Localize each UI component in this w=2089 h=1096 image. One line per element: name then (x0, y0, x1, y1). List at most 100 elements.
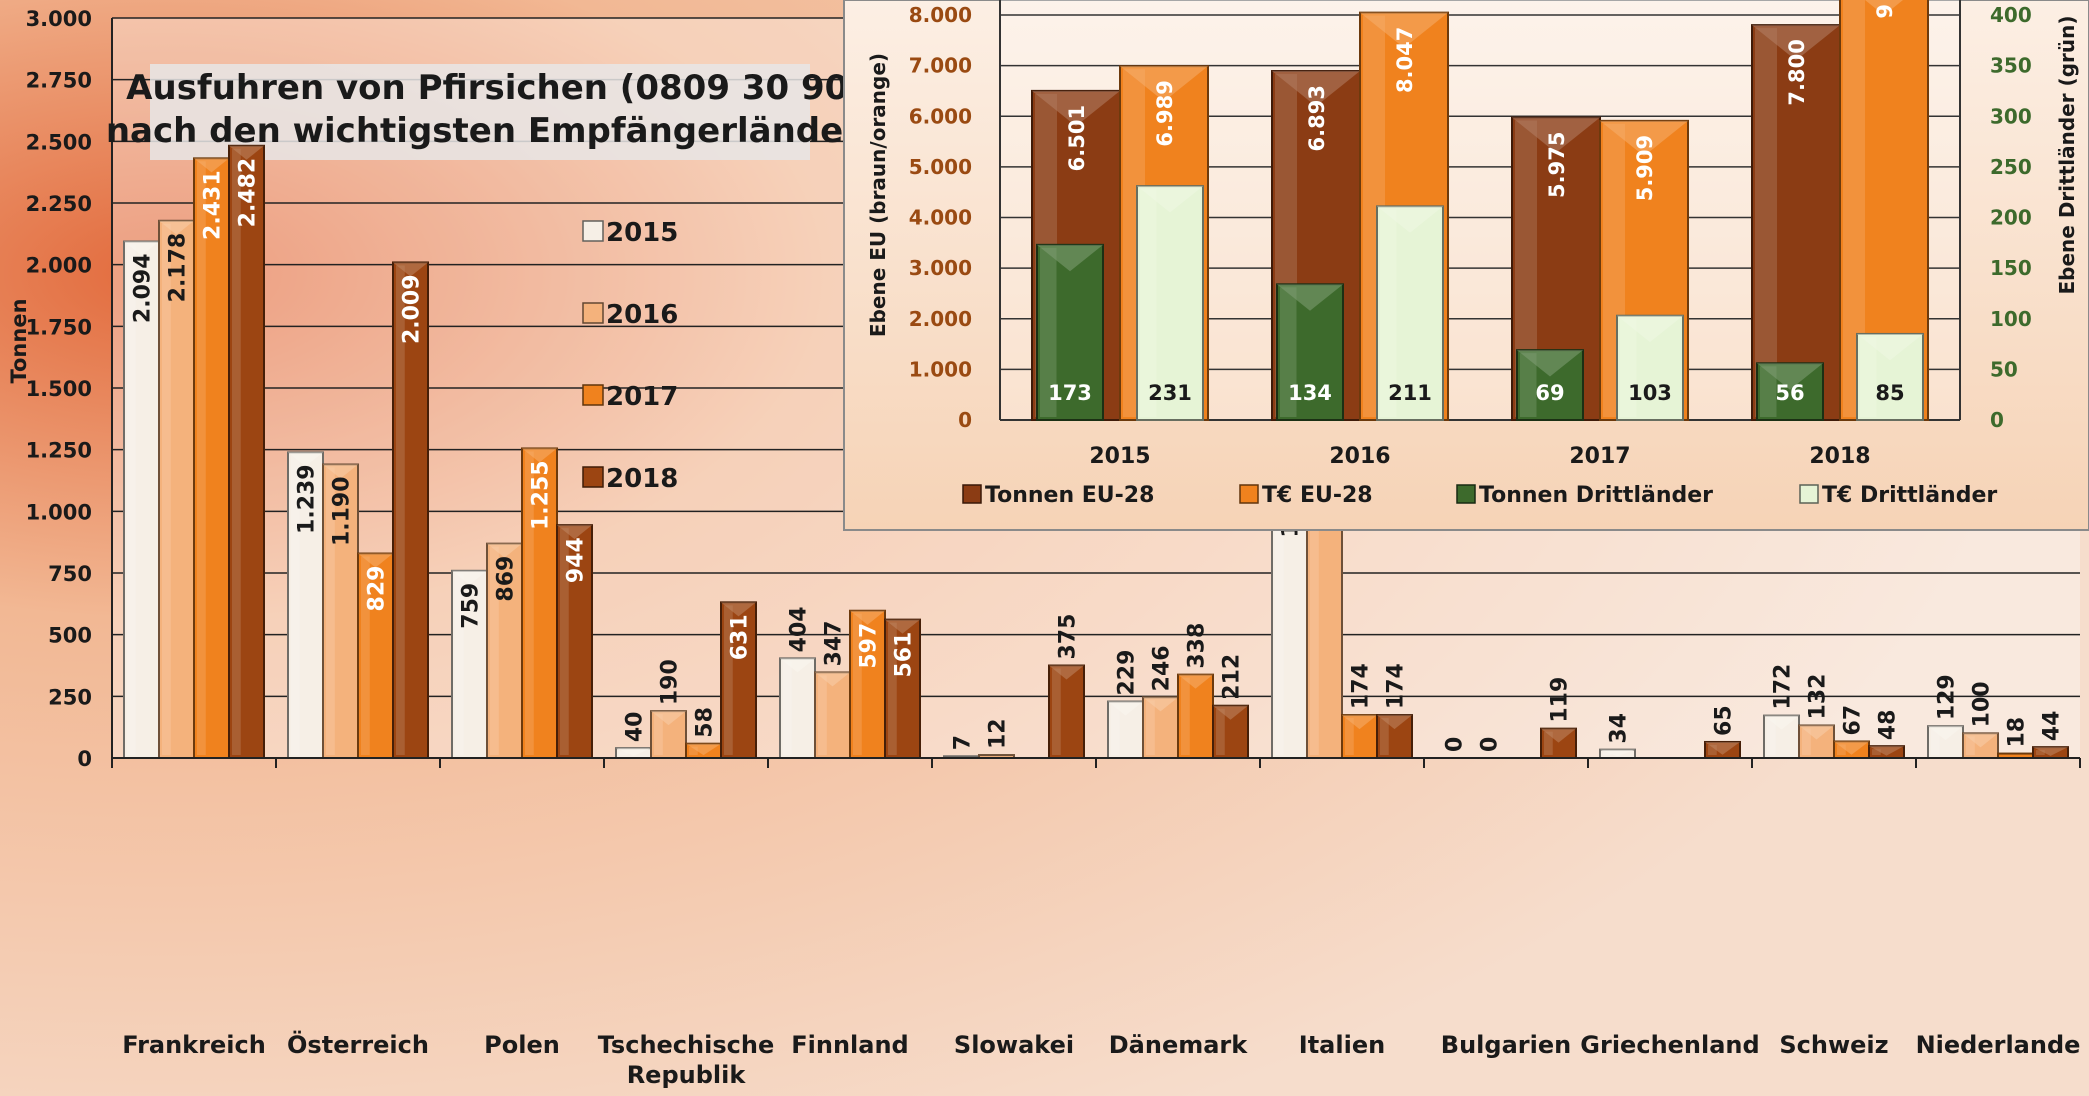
inset-y-tick-label: 5.000 (909, 155, 972, 179)
inset-y-tick-label: 6.000 (909, 104, 972, 128)
data-label: 1.255 (529, 460, 554, 530)
inset-y-tick-label: 4.000 (909, 206, 972, 230)
bar-2016 (650, 710, 687, 760)
inset-chart: 0 1.000 2.000 3.000 4.000 5.000 6.000 7.000 8.00… (843, 0, 2089, 531)
inset-bar-T€ Drittländer (1616, 314, 1684, 421)
x-tick-label: Slowakei (954, 1031, 1074, 1059)
legend-swatch (582, 220, 604, 242)
bar-2018 (228, 144, 265, 760)
bar-2017 (193, 157, 230, 759)
inset-y-tick-label: 2.000 (909, 307, 972, 331)
y-tick-label: 500 (48, 624, 92, 648)
chart-title: Ausfuhren von Pfirsichen (0809 30 90) (126, 68, 864, 108)
legend-swatch (582, 384, 604, 406)
inset-y-tick-label: 0 (958, 408, 972, 432)
data-label: 561 (892, 632, 917, 678)
bar-2018 (2032, 746, 2069, 760)
inset-y2-tick-label: 250 (1990, 155, 2032, 179)
inset-data-label: 6.989 (1153, 80, 1177, 146)
inset-y-tick-label: 1.000 (909, 357, 972, 381)
data-label: 65 (1712, 705, 1737, 736)
inset-data-label: 69 (1535, 381, 1564, 405)
inset-data-label: 85 (1875, 381, 1904, 405)
data-label: 190 (658, 659, 683, 705)
y-tick-label: 1.500 (26, 377, 92, 401)
x-tick-label: Dänemark (1109, 1031, 1249, 1059)
data-label: 2.094 (131, 253, 156, 323)
y-tick-label: 2.000 (26, 254, 92, 278)
data-label: 404 (787, 606, 812, 652)
data-label: 375 (1056, 614, 1081, 660)
y-tick-label: 1.250 (26, 439, 92, 463)
data-label: 100 (1970, 681, 1995, 727)
data-label: 2.178 (166, 233, 191, 303)
inset-bar-Tonnen Drittländer (1756, 362, 1824, 421)
bar-2018 (1540, 727, 1577, 759)
inset-data-label: 5.975 (1545, 132, 1569, 198)
y-tick-label: 2.750 (26, 69, 92, 93)
data-label: 759 (459, 583, 484, 629)
inset-y2-tick-label: 350 (1990, 54, 2032, 78)
data-label: 347 (822, 620, 847, 666)
inset-legend-swatch (1239, 484, 1259, 504)
bar-2016 (814, 671, 851, 760)
x-tick-label: Niederlande (1916, 1031, 2081, 1059)
x-tick-label: Republik (627, 1061, 747, 1089)
bar-2018 (1048, 664, 1085, 759)
data-label: 0 (1443, 737, 1468, 752)
inset-legend-swatch (1799, 484, 1819, 504)
data-label: 12 (986, 718, 1011, 749)
x-tick-label: Finnland (791, 1031, 908, 1059)
y-tick-label: 1.000 (26, 500, 92, 524)
inset-y2-tick-label: 150 (1990, 256, 2032, 280)
inset-y-axis-label: Ebene EU (braun/orange) (866, 53, 890, 337)
inset-bar-Tonnen Drittländer (1276, 283, 1344, 422)
data-label: 7 (951, 735, 976, 750)
y-tick-label: 2.500 (26, 130, 92, 154)
bar-2016 (1798, 724, 1835, 760)
data-label: 34 (1607, 713, 1632, 744)
inset-legend-item-T€ Drittländer: T€ Drittländer (1799, 483, 1997, 508)
y-tick-label: 0 (77, 747, 92, 771)
y-tick-label: 2.250 (26, 192, 92, 216)
x-tick-label: Griechenland (1580, 1031, 1759, 1059)
y-axis-label: Tonnen (7, 298, 31, 383)
bar-2018 (720, 601, 757, 759)
legend-item-2018: 2018 (582, 464, 678, 494)
inset-y2-tick-label: 50 (1990, 357, 2018, 381)
data-label: 944 (564, 537, 589, 583)
bar-2018 (556, 524, 593, 759)
data-label: 174 (1384, 663, 1409, 709)
bar-2018 (1376, 714, 1413, 760)
x-tick-label: Österreich (287, 1029, 429, 1059)
bar-2017 (357, 552, 394, 759)
inset-x-tick-label: 2016 (1329, 444, 1390, 469)
bar-2015 (287, 451, 324, 759)
inset-legend-item-Tonnen Drittländer: Tonnen Drittländer (1456, 483, 1713, 508)
bar-2018 (1704, 740, 1741, 760)
inset-legend-label: Tonnen EU-28 (985, 483, 1154, 508)
inset-y-tick-label: 3.000 (909, 256, 972, 280)
inset-data-label: 103 (1628, 381, 1672, 405)
inset-y-tick-label: 7.000 (909, 54, 972, 78)
data-label: 1.239 (295, 464, 320, 534)
y-tick-label: 250 (48, 685, 92, 709)
chart-subtitle: nach den wichtigsten Empfängerländern (106, 111, 884, 151)
data-label: 174 (1349, 663, 1374, 709)
legend-swatch (582, 466, 604, 488)
bar-2018 (1868, 745, 1905, 759)
inset-y2-tick-label: 0 (1990, 408, 2004, 432)
data-label: 2.009 (400, 274, 425, 344)
inset-data-label: 56 (1775, 381, 1804, 405)
inset-legend-label: T€ Drittländer (1822, 483, 1997, 508)
legend-item-2016: 2016 (582, 300, 678, 330)
inset-legend-item-T€ EU-28: T€ EU-28 (1239, 483, 1373, 508)
data-label: 2.431 (201, 170, 226, 240)
inset-bar-Tonnen Drittländer (1516, 349, 1584, 422)
bar-2016 (1142, 696, 1179, 760)
data-label: 129 (1935, 674, 1960, 720)
data-label: 1.190 (330, 476, 355, 546)
data-label: 212 (1220, 654, 1245, 700)
data-label: 631 (728, 614, 753, 660)
data-label: 67 (1841, 705, 1866, 736)
